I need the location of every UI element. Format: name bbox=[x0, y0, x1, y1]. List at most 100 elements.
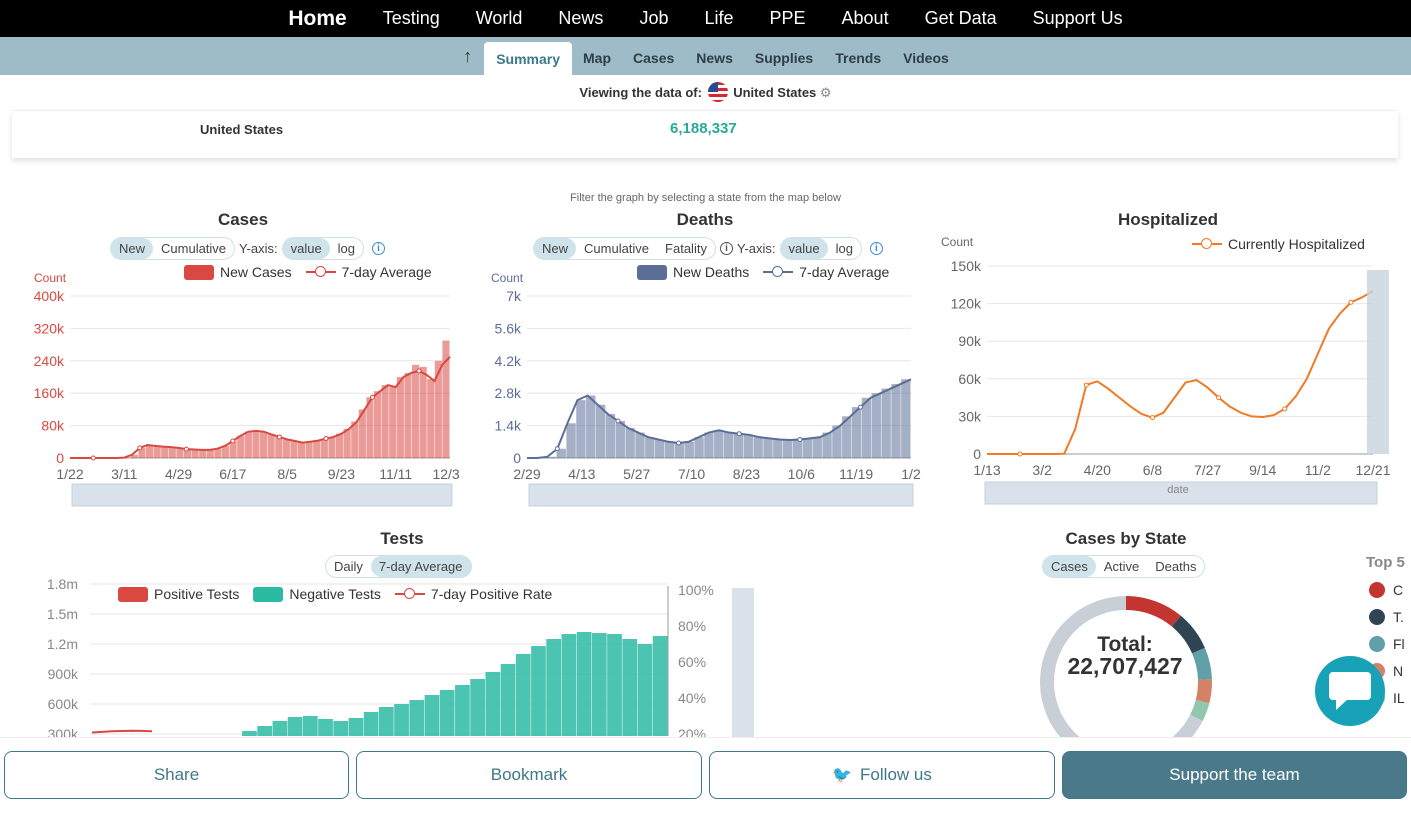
bar bbox=[792, 439, 803, 458]
bar bbox=[851, 407, 862, 458]
legend-7day-deaths[interactable]: 7-day Average bbox=[799, 264, 890, 280]
share-button[interactable]: Share bbox=[4, 751, 349, 799]
bar bbox=[298, 442, 306, 458]
x-tick-label: 5/27 bbox=[623, 466, 650, 482]
legend-swatch[interactable] bbox=[184, 264, 214, 280]
data-point bbox=[797, 436, 803, 442]
bar bbox=[586, 395, 596, 458]
legend-positive-rate[interactable]: 7-day Positive Rate bbox=[430, 586, 553, 602]
bar bbox=[348, 718, 364, 736]
arrow-up-icon[interactable]: ↑ bbox=[463, 46, 473, 66]
x-tick-label: 6/17 bbox=[219, 466, 246, 482]
data-point bbox=[1017, 451, 1023, 457]
deaths-yaxis-log[interactable]: log bbox=[835, 241, 853, 256]
tab-trends[interactable]: Trends bbox=[835, 50, 882, 66]
bar bbox=[267, 434, 275, 458]
tests-title: Tests bbox=[380, 529, 424, 548]
top5-item[interactable]: T. bbox=[1366, 609, 1405, 625]
y-tick-label: 1.2m bbox=[47, 636, 78, 652]
viewing-country[interactable]: United States bbox=[733, 85, 817, 100]
info-icon[interactable]: i bbox=[372, 242, 386, 255]
bar bbox=[635, 432, 645, 458]
bookmark-button[interactable]: Bookmark bbox=[356, 751, 702, 799]
deaths-new-toggle[interactable]: New bbox=[534, 238, 577, 259]
legend-line[interactable] bbox=[305, 266, 336, 277]
gear-icon[interactable]: ⚙ bbox=[819, 85, 832, 100]
y2-tick-label: 100% bbox=[678, 582, 714, 598]
data-point bbox=[1149, 415, 1155, 421]
tab-news[interactable]: News bbox=[696, 50, 733, 66]
tests-daily-toggle[interactable]: Daily bbox=[334, 559, 363, 574]
x-tick-label: 3/11 bbox=[111, 466, 137, 482]
state-title: Cases by State bbox=[1065, 529, 1187, 548]
data-point bbox=[183, 446, 189, 452]
legend-line[interactable] bbox=[1192, 238, 1222, 249]
state-active-toggle[interactable]: Active bbox=[1103, 559, 1140, 574]
legend-new-cases[interactable]: New Cases bbox=[220, 264, 292, 280]
tab-supplies[interactable]: Supplies bbox=[754, 50, 814, 66]
deaths-yaxis-value[interactable]: value bbox=[780, 238, 828, 259]
bar bbox=[704, 432, 714, 458]
data-point bbox=[1216, 395, 1222, 401]
x-axis-label: date bbox=[1167, 484, 1188, 496]
legend-new-deaths[interactable]: New Deaths bbox=[673, 264, 750, 280]
legend-swatch[interactable] bbox=[637, 264, 667, 280]
top5-item[interactable]: Fl bbox=[1366, 636, 1405, 652]
info-icon[interactable]: i bbox=[869, 242, 883, 255]
tab-map[interactable]: Map bbox=[583, 50, 612, 66]
nav-job[interactable]: Job bbox=[639, 8, 669, 28]
bar bbox=[674, 442, 685, 458]
series-line bbox=[987, 290, 1374, 455]
support-team-button[interactable]: Support the team bbox=[1062, 751, 1407, 799]
x-tick-label: 6/8 bbox=[1143, 462, 1163, 478]
bar bbox=[146, 445, 154, 458]
legend-negative-tests[interactable]: Negative Tests bbox=[289, 586, 381, 602]
nav-ppe[interactable]: PPE bbox=[769, 8, 806, 28]
tab-videos[interactable]: Videos bbox=[903, 50, 949, 66]
cases-cumulative-toggle[interactable]: Cumulative bbox=[161, 241, 227, 256]
bar bbox=[743, 434, 753, 458]
cases-yaxis-value[interactable]: value bbox=[282, 238, 330, 259]
nav-support-us[interactable]: Support Us bbox=[1032, 8, 1123, 28]
bar bbox=[763, 438, 773, 458]
nav-world[interactable]: World bbox=[475, 8, 523, 28]
chat-button[interactable] bbox=[1315, 656, 1385, 726]
legend-swatch[interactable] bbox=[253, 586, 284, 602]
summary-value: 6,188,337 bbox=[670, 120, 737, 137]
state-cases-toggle[interactable]: Cases bbox=[1043, 556, 1096, 577]
y-tick-label: 2.8k bbox=[495, 385, 522, 401]
zoom-slider bbox=[984, 481, 1378, 505]
follow-us-button[interactable]: 🐦 Follow us bbox=[709, 751, 1055, 799]
tab-summary[interactable]: Summary bbox=[484, 42, 573, 75]
fatality-info-icon[interactable]: i bbox=[719, 242, 733, 255]
nav-home[interactable]: Home bbox=[288, 6, 347, 30]
legend-7day-cases[interactable]: 7-day Average bbox=[341, 264, 432, 280]
y-tick-label: 0 bbox=[973, 446, 981, 462]
summary-label: United States bbox=[200, 122, 284, 137]
nav-about[interactable]: About bbox=[841, 8, 889, 28]
deaths-cumulative-toggle[interactable]: Cumulative bbox=[584, 241, 650, 256]
legend-line[interactable] bbox=[763, 266, 794, 277]
cases-controls: New Cumulative Y-axis: value log i bbox=[110, 237, 386, 260]
nav-life[interactable]: Life bbox=[704, 8, 734, 28]
nav-get-data[interactable]: Get Data bbox=[924, 8, 997, 28]
state-deaths-toggle[interactable]: Deaths bbox=[1155, 559, 1197, 574]
legend-positive-tests[interactable]: Positive Tests bbox=[154, 586, 240, 602]
cases-yaxis-log[interactable]: log bbox=[337, 241, 356, 256]
bar bbox=[733, 433, 744, 458]
y-tick-label: 5.6k bbox=[495, 320, 522, 336]
filter-note: Filter the graph by selecting a state fr… bbox=[570, 192, 841, 204]
deaths-fatality-toggle[interactable]: Fatality bbox=[665, 241, 707, 256]
bar bbox=[861, 397, 872, 458]
series-line bbox=[70, 356, 451, 459]
legend-swatch[interactable] bbox=[118, 586, 148, 602]
tab-cases[interactable]: Cases bbox=[633, 50, 675, 66]
legend-currently-hospitalized[interactable]: Currently Hospitalized bbox=[1228, 236, 1365, 252]
nav-news[interactable]: News bbox=[558, 8, 604, 28]
top5-item[interactable]: C bbox=[1366, 582, 1405, 598]
legend-line[interactable] bbox=[394, 588, 425, 599]
bar bbox=[153, 445, 161, 458]
nav-testing[interactable]: Testing bbox=[382, 8, 440, 28]
tests-7day-toggle[interactable]: 7-day Average bbox=[370, 556, 471, 577]
cases-new-toggle[interactable]: New bbox=[111, 238, 154, 259]
